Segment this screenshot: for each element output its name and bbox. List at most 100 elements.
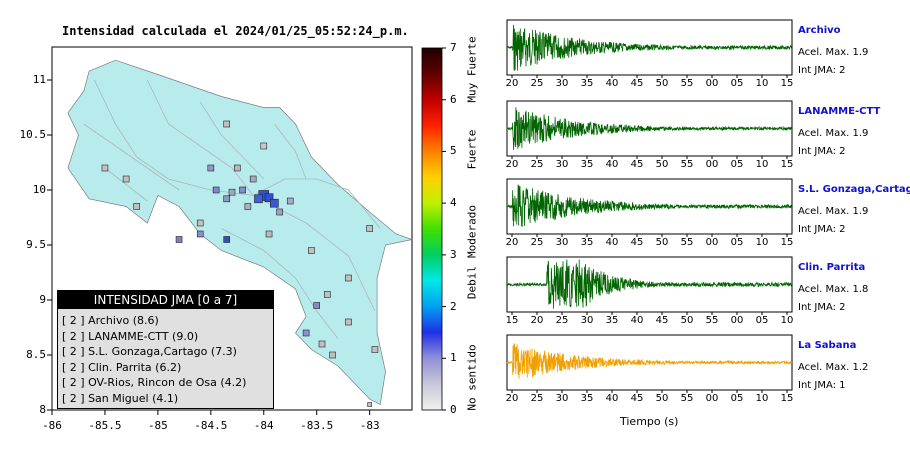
map-x-tick-label: -84.5 <box>194 419 228 432</box>
waveform-x-tick-label: 35 <box>580 78 594 89</box>
waveform-x-tick-label: 05 <box>730 237 744 248</box>
waveform-x-tick-label: 15 <box>780 237 794 248</box>
waveform-trace <box>506 184 793 227</box>
waveform-x-tick-label: 55 <box>680 159 694 170</box>
colorbar-tick-label: 1 <box>450 351 457 365</box>
waveform-x-tick-label: 25 <box>530 393 544 404</box>
station-marker <box>318 340 326 348</box>
colorbar-category-label: No sentido <box>465 344 479 411</box>
station-marker <box>249 175 257 183</box>
station-name: Archivo <box>798 25 841 36</box>
road-line <box>253 178 381 229</box>
station-marker <box>223 236 231 243</box>
waveform-x-tick-label: 20 <box>505 78 519 89</box>
road-line <box>221 228 339 339</box>
station-marker <box>308 247 315 254</box>
station-marker <box>313 302 321 309</box>
colorbar-tick-label: 2 <box>450 299 457 313</box>
waveform-x-tick-label: 30 <box>555 78 569 89</box>
station-marker <box>207 164 215 172</box>
waveform-x-tick-label: 45 <box>630 393 644 404</box>
map-x-tick-label: -85 <box>147 419 168 432</box>
station-marker <box>196 219 204 227</box>
waveform-x-tick-label: 50 <box>655 393 669 404</box>
waveform-x-tick-label: 50 <box>680 315 694 326</box>
colorbar-tick-label: 0 <box>450 403 457 416</box>
station-marker <box>264 193 274 202</box>
waveform-x-tick-label: 30 <box>555 159 569 170</box>
map-y-tick-label: 9 <box>39 293 46 306</box>
road-line <box>199 101 265 180</box>
map-title: Intensidad calculada el 2024/01/25_05:52… <box>62 24 409 38</box>
jma-intensity: Int JMA: 2 <box>798 146 846 157</box>
waveform-trace <box>506 107 793 150</box>
waveform-x-tick-label: 35 <box>580 393 594 404</box>
station-marker <box>286 197 294 205</box>
colorbar-tick-label: 5 <box>450 144 457 158</box>
waveform-x-tick-label: 20 <box>505 393 519 404</box>
station-marker <box>367 402 372 407</box>
waveform-x-tick-label: 45 <box>630 159 644 170</box>
station-marker <box>371 346 379 353</box>
peak-acceleration: Acel. Max. 1.9 <box>798 47 869 58</box>
peak-acceleration: Acel. Max. 1.8 <box>798 284 869 295</box>
waveform-trace <box>506 343 793 379</box>
station-name: Clin. Parrita <box>798 262 866 273</box>
station-name: LANAMME-CTT <box>798 106 881 117</box>
waveform-x-tick-label: 45 <box>655 315 669 326</box>
station-name: S.L. Gonzaga,Cartago <box>798 184 910 195</box>
waveform-x-tick-label: 15 <box>780 159 794 170</box>
station-marker <box>223 120 231 128</box>
waveform-x-tick-label: 45 <box>630 78 644 89</box>
waveform-x-tick-label: 10 <box>755 393 769 404</box>
waveform-x-tick-label: 50 <box>655 237 669 248</box>
waveform-x-tick-label: 35 <box>580 237 594 248</box>
waveform-x-tick-label: 40 <box>605 237 619 248</box>
waveform-x-tick-label: 10 <box>755 237 769 248</box>
map-y-tick-label: 10 <box>32 183 46 196</box>
waveform-x-tick-label: 25 <box>555 315 569 326</box>
station-marker <box>122 175 130 183</box>
colorbar-tick-label: 4 <box>450 196 457 210</box>
waveform-x-tick-label: 55 <box>680 78 694 89</box>
waveform-x-tick-label: 05 <box>730 393 744 404</box>
waveform-x-tick-label: 45 <box>630 237 644 248</box>
map-x-tick-label: -85.5 <box>88 419 122 432</box>
waveform-trace <box>506 259 793 309</box>
waveform-x-tick-label: 25 <box>530 237 544 248</box>
road-line <box>104 167 148 202</box>
waveform-x-tick-label: 00 <box>705 78 719 89</box>
waveform-x-tick-label: 40 <box>605 159 619 170</box>
station-marker <box>223 195 231 203</box>
waveform-x-tick-label: 00 <box>730 315 744 326</box>
colorbar <box>421 47 443 411</box>
peak-acceleration: Acel. Max. 1.2 <box>798 362 869 373</box>
road-line <box>274 123 307 180</box>
waveform-x-tick-label: 00 <box>705 393 719 404</box>
map-y-tick-label: 10.5 <box>19 128 47 141</box>
jma-intensity: Int JMA: 2 <box>798 224 846 235</box>
station-marker <box>329 351 336 359</box>
station-marker <box>228 188 236 196</box>
waveform-x-tick-label: 30 <box>555 393 569 404</box>
waveform-x-tick-label: 10 <box>780 315 794 326</box>
waveform-x-tick-label: 10 <box>755 78 769 89</box>
station-marker <box>133 203 141 210</box>
waveform-x-tick-label: 00 <box>705 159 719 170</box>
station-marker <box>302 329 310 337</box>
colorbar-category-label: Moderado <box>465 205 479 258</box>
legend-entry: [ 2 ] LANAMME-CTT (9.0) <box>62 329 199 343</box>
map-x-tick-label: -83.5 <box>300 419 334 432</box>
waveform-x-tick-label: 50 <box>655 78 669 89</box>
waveform-x-tick-label: 40 <box>605 78 619 89</box>
waveform-x-tick-label: 20 <box>530 315 544 326</box>
legend-title: INTENSIDAD JMA [0 a 7] <box>58 291 273 309</box>
station-marker <box>212 186 220 194</box>
waveform-x-tick-label: 40 <box>605 393 619 404</box>
waveform-x-tick-label: 20 <box>505 159 519 170</box>
waveform-x-tick-label: 15 <box>780 78 794 89</box>
legend-entry: [ 2 ] OV-Rios, Rincon de Osa (4.2) <box>62 376 247 389</box>
station-marker <box>239 186 246 194</box>
waveform-x-tick-label: 55 <box>680 237 694 248</box>
